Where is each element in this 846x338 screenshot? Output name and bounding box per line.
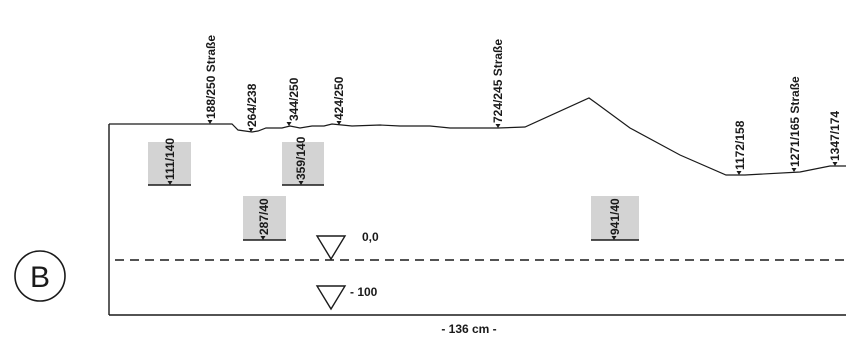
scale-label: - 136 cm - [441,322,496,336]
panel-label-circle [14,250,66,302]
ground-surface-profile [109,97,846,176]
feature-fill [148,142,191,185]
feature-941-40 [591,196,639,241]
surface-marker [248,128,254,132]
feature-fill [282,142,324,185]
feature-marker [167,181,173,185]
surface-marker [286,122,292,126]
feature-fill [591,196,639,240]
level-label-0-0: 0,0 [362,230,379,244]
feature-287-40 [243,196,286,241]
feature-marker [260,236,266,240]
surface-label: 344/250 [287,77,301,121]
level-marker-minus-100-icon [315,285,347,311]
feature-fill [243,196,286,240]
surface-label: 188/250 Straße [204,35,218,119]
level-label-minus-100: - 100 [350,285,378,299]
surface-label: 724/245 Straße [491,39,505,123]
surface-label: 1271/165 Straße [788,76,802,167]
surface-marker [736,171,742,175]
feature-111-140 [148,142,191,186]
feature-label: 941/40 [608,198,622,235]
feature-marker [298,181,304,185]
surface-label: 264/238 [245,83,259,127]
surface-label: 1347/174 [828,111,842,161]
feature-label: 287/40 [257,198,271,235]
feature-label: 359/140 [294,136,308,180]
surface-marker [207,120,213,124]
surface-label: 424/250 [332,76,346,120]
level-marker-0-0-icon [315,235,347,261]
surface-marker [791,168,797,172]
feature-label: 111/140 [163,138,177,180]
surface-marker [832,162,838,166]
feature-marker [611,236,617,240]
surface-marker [336,121,342,125]
feature-359-140 [282,142,324,186]
surface-marker [495,124,501,128]
panel-label: B [30,261,50,294]
surface-label: 1172/158 [733,120,747,170]
